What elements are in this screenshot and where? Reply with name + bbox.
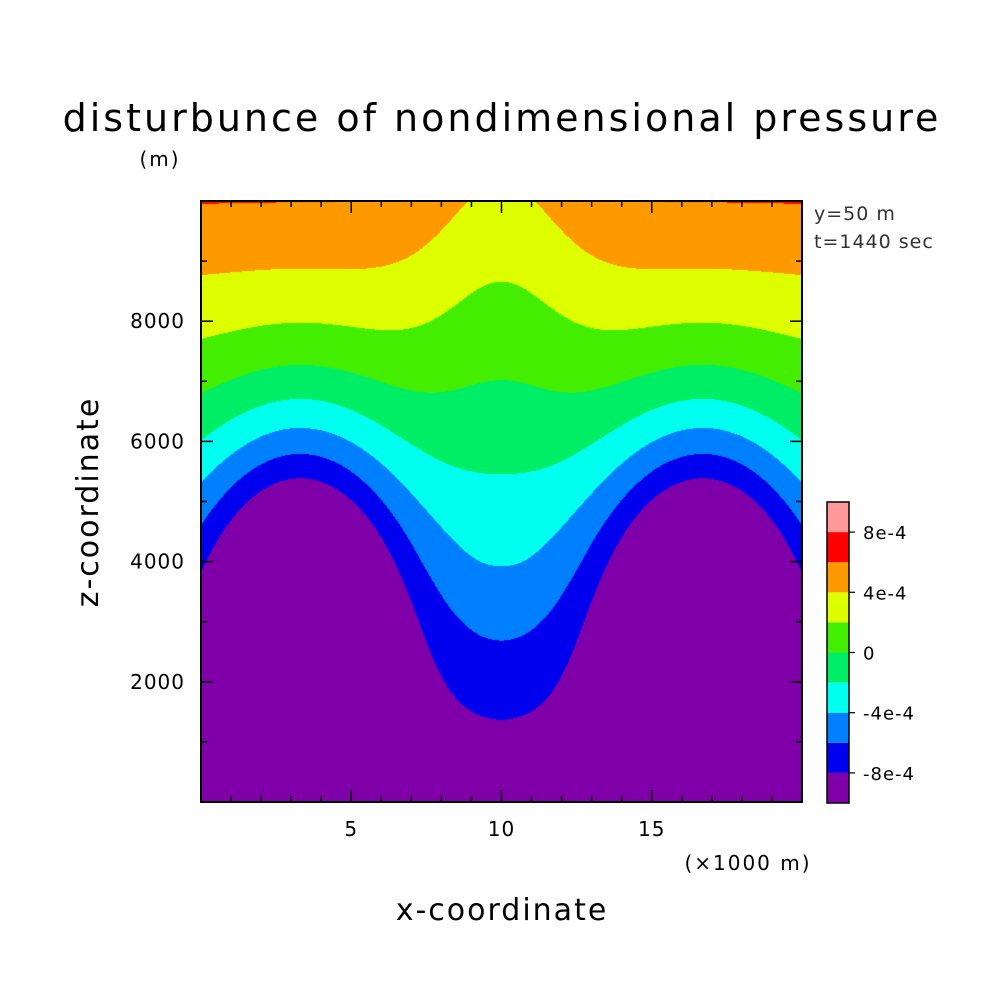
chart-title: disturbunce of nondimensional pressure xyxy=(63,96,942,140)
y-tick-label: 6000 xyxy=(130,429,185,453)
colorbar-swatch xyxy=(827,502,849,533)
x-tick-label: 15 xyxy=(638,817,665,841)
x-axis-label: x-coordinate xyxy=(396,893,609,928)
colorbar-swatch xyxy=(827,562,849,593)
annotation-y: y=50 m xyxy=(814,203,896,225)
colorbar-swatch xyxy=(827,712,849,743)
x-tick-label: 5 xyxy=(344,817,358,841)
colorbar: -8e-4 -4e-4 0 4e-4 8e-4 xyxy=(826,501,915,804)
colorbar-label: 0 xyxy=(863,644,875,665)
y-tick-label: 2000 xyxy=(130,670,185,694)
colorbar-swatch xyxy=(827,742,849,773)
colorbar-swatch xyxy=(827,592,849,623)
colorbar-label: 4e-4 xyxy=(863,583,907,604)
y-tick-label: 4000 xyxy=(130,550,185,574)
colorbar-label: -4e-4 xyxy=(863,704,915,725)
colorbar-swatch xyxy=(827,682,849,713)
y-axis-ticks: 2000 4000 6000 8000 xyxy=(130,260,802,743)
colorbar-swatch xyxy=(827,532,849,563)
colorbar-label: 8e-4 xyxy=(863,523,907,544)
y-tick-label: 8000 xyxy=(130,309,185,333)
y-axis-unit: (m) xyxy=(139,147,180,171)
x-tick-label: 10 xyxy=(488,817,515,841)
x-axis-ticks: 5 10 15 xyxy=(230,201,773,841)
colorbar-swatch xyxy=(827,652,849,683)
colorbar-swatch xyxy=(827,772,849,803)
annotation-t: t=1440 sec xyxy=(814,231,934,253)
colorbar-label: -8e-4 xyxy=(863,764,915,785)
y-axis-label: z-coordinate xyxy=(71,397,106,608)
pressure-field xyxy=(201,201,802,802)
colorbar-swatch xyxy=(827,622,849,653)
x-axis-unit: (×1000 m) xyxy=(684,851,811,875)
